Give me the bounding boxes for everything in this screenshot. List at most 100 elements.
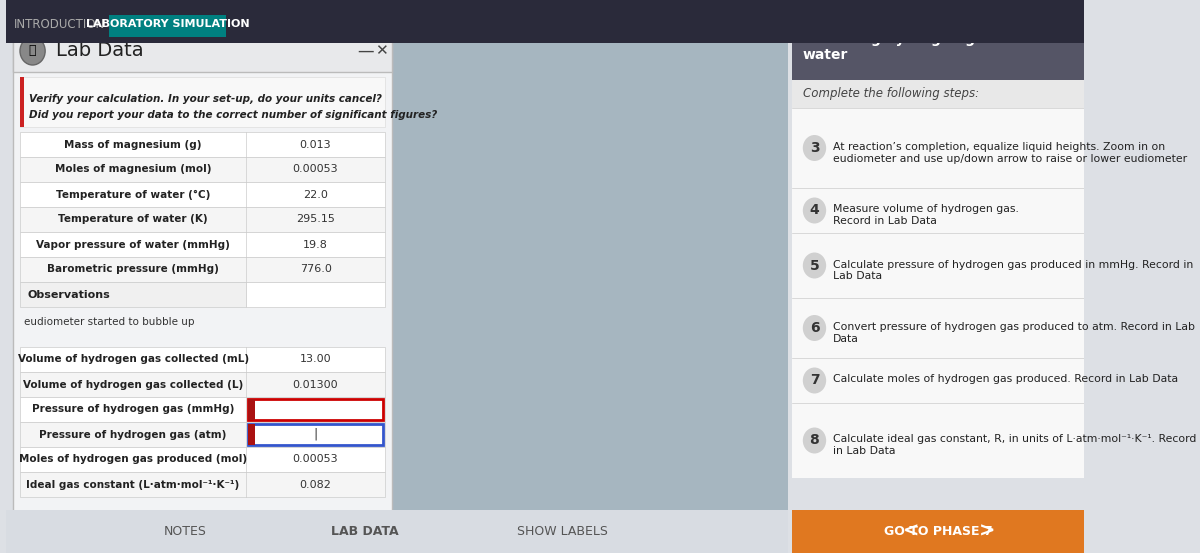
Text: Volume of hydrogen gas collected (mL): Volume of hydrogen gas collected (mL) — [18, 354, 248, 364]
Bar — [792, 0, 1084, 80]
Circle shape — [803, 135, 826, 161]
Bar — [392, 263, 787, 273]
Bar — [392, 73, 787, 83]
Bar — [392, 393, 787, 403]
Text: |: | — [313, 428, 318, 441]
Bar — [392, 323, 787, 333]
Text: Complete the following steps:: Complete the following steps: — [803, 87, 979, 101]
Text: Moles of hydrogen gas produced (mol): Moles of hydrogen gas produced (mol) — [19, 455, 247, 465]
Bar — [20, 77, 24, 127]
Text: 13.00: 13.00 — [300, 354, 331, 364]
Text: Barometric pressure (mmHg): Barometric pressure (mmHg) — [47, 264, 220, 274]
Text: NOTES: NOTES — [164, 525, 206, 538]
Text: eudiometer started to bubble up: eudiometer started to bubble up — [24, 317, 194, 327]
Bar — [392, 163, 787, 173]
Bar — [392, 193, 787, 203]
Text: 0.013: 0.013 — [300, 139, 331, 149]
Circle shape — [803, 315, 826, 341]
Bar — [20, 397, 385, 422]
Bar — [392, 123, 787, 133]
Text: —: — — [356, 42, 373, 60]
Bar — [20, 182, 385, 207]
Text: 0.00053: 0.00053 — [293, 455, 338, 465]
Bar — [20, 77, 385, 127]
Bar — [20, 257, 385, 282]
Bar — [392, 243, 787, 253]
Text: 0.00053: 0.00053 — [293, 164, 338, 175]
Circle shape — [803, 253, 826, 279]
Text: Verify your calculation. In your set-up, do your units cancel?: Verify your calculation. In your set-up,… — [29, 94, 382, 104]
Bar — [392, 273, 787, 283]
Bar — [392, 413, 787, 423]
Text: 3: 3 — [810, 141, 820, 155]
Text: 8: 8 — [810, 434, 820, 447]
Bar — [6, 0, 1084, 43]
Bar — [792, 80, 1084, 108]
Bar — [392, 173, 787, 183]
Text: 295.15: 295.15 — [296, 215, 335, 225]
Bar — [13, 30, 392, 540]
Circle shape — [20, 37, 46, 65]
Bar — [392, 353, 787, 363]
Text: PHASE 6:: PHASE 6: — [803, 18, 851, 28]
Text: 🧪: 🧪 — [29, 44, 36, 58]
Text: Calculate moles of hydrogen gas produced. Record in Lab Data: Calculate moles of hydrogen gas produced… — [833, 374, 1178, 384]
Bar — [392, 233, 787, 243]
Bar — [20, 132, 385, 157]
Text: Moles of magnesium (mol): Moles of magnesium (mol) — [55, 164, 211, 175]
Bar — [248, 424, 256, 445]
Bar — [392, 43, 787, 553]
Bar — [13, 30, 392, 72]
Text: Calculate pressure of hydrogen gas produced in mmHg. Record in Lab Data: Calculate pressure of hydrogen gas produ… — [833, 259, 1194, 281]
Bar — [392, 293, 787, 303]
Bar — [20, 472, 385, 497]
Bar — [20, 282, 246, 307]
Bar — [392, 83, 787, 93]
Bar — [392, 143, 787, 153]
Text: Convert pressure of hydrogen gas produced to atm. Record in Lab Data: Convert pressure of hydrogen gas produce… — [833, 322, 1195, 343]
Bar — [392, 443, 787, 453]
Text: Collecting hydrogen gas over
water: Collecting hydrogen gas over water — [803, 32, 1032, 62]
Bar — [392, 213, 787, 223]
Text: LAB DATA: LAB DATA — [331, 525, 398, 538]
Text: 5: 5 — [810, 258, 820, 273]
Bar — [392, 453, 787, 463]
Bar — [392, 523, 787, 533]
Bar — [392, 363, 787, 373]
Bar — [392, 383, 787, 393]
Text: INTRODUCTION: INTRODUCTION — [14, 18, 106, 30]
Bar — [20, 422, 385, 447]
Bar — [20, 372, 385, 397]
Text: <: < — [902, 522, 919, 541]
Text: Did you report your data to the correct number of significant figures?: Did you report your data to the correct … — [29, 110, 437, 120]
Text: >: > — [979, 522, 996, 541]
Text: 776.0: 776.0 — [300, 264, 331, 274]
Bar — [392, 43, 787, 53]
Text: 7: 7 — [810, 373, 820, 388]
Circle shape — [803, 368, 826, 394]
Text: 0.01300: 0.01300 — [293, 379, 338, 389]
Text: Volume of hydrogen gas collected (L): Volume of hydrogen gas collected (L) — [23, 379, 244, 389]
Bar — [392, 343, 787, 353]
Bar — [392, 423, 787, 433]
Bar — [392, 313, 787, 323]
Bar — [392, 223, 787, 233]
Bar — [392, 473, 787, 483]
Bar — [392, 433, 787, 443]
Bar — [20, 207, 385, 232]
Bar — [792, 510, 1084, 553]
Bar — [392, 403, 787, 413]
Bar — [392, 533, 787, 543]
Bar — [392, 483, 787, 493]
Bar — [392, 153, 787, 163]
Bar — [248, 399, 256, 420]
Text: 6: 6 — [810, 321, 820, 335]
Circle shape — [803, 197, 826, 223]
Text: Pressure of hydrogen gas (mmHg): Pressure of hydrogen gas (mmHg) — [32, 404, 234, 415]
Bar — [392, 303, 787, 313]
Text: 22.0: 22.0 — [304, 190, 328, 200]
Bar — [20, 232, 385, 257]
Bar — [392, 373, 787, 383]
Bar — [6, 510, 787, 553]
Bar — [392, 183, 787, 193]
